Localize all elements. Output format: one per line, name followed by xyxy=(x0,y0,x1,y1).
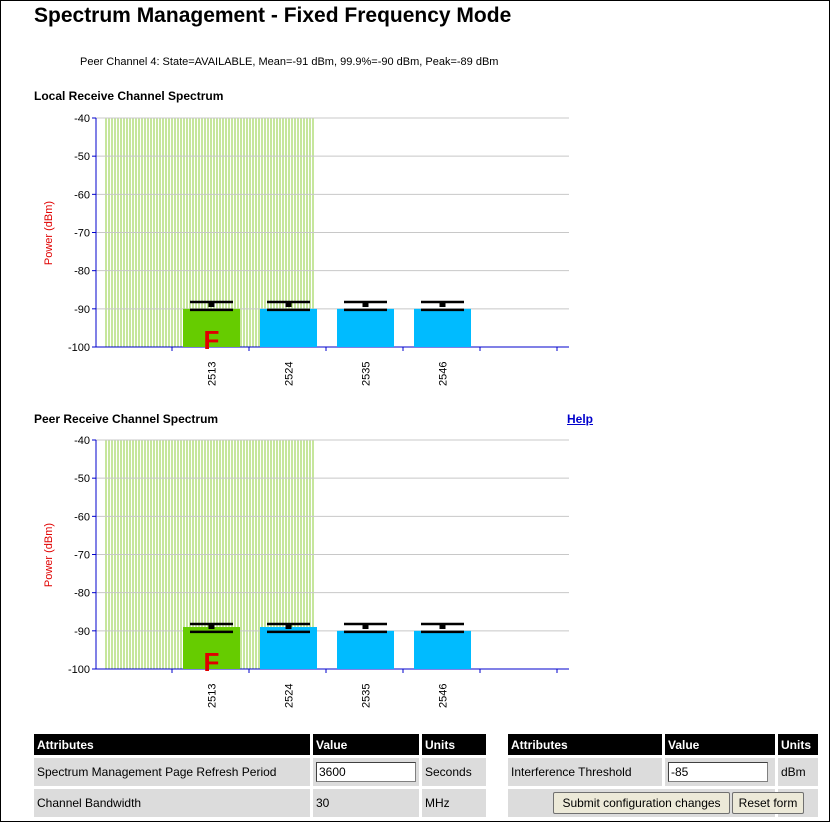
channel-bandwidth-units: MHz xyxy=(422,789,486,817)
value-header: Value xyxy=(665,734,775,755)
y-tick-label: -40 xyxy=(74,113,90,125)
table-row: Interference Threshold dBm xyxy=(508,758,818,786)
submit-configuration-button[interactable]: Submit configuration changes xyxy=(553,792,730,814)
bar-2546 xyxy=(414,630,471,669)
x-tick-label-2546: 2546 xyxy=(438,362,450,386)
refresh-period-units: Seconds xyxy=(422,758,486,786)
x-tick-label-2513: 2513 xyxy=(207,684,219,708)
y-tick-label: -80 xyxy=(74,266,90,278)
bar-2513 xyxy=(183,627,240,669)
channel-bandwidth-label: Channel Bandwidth xyxy=(34,789,310,817)
units-header: Units xyxy=(778,734,818,755)
peer-channel-status: Peer Channel 4: State=AVAILABLE, Mean=-9… xyxy=(80,56,499,68)
y-tick-label: -50 xyxy=(74,473,90,485)
page-title: Spectrum Management - Fixed Frequency Mo… xyxy=(34,4,512,27)
bar-2513 xyxy=(183,308,240,347)
mean-marker-2546 xyxy=(439,624,446,630)
y-tick-label: -90 xyxy=(74,304,90,316)
y-tick-label: -70 xyxy=(74,550,90,562)
table-row: Channel Bandwidth 30 MHz xyxy=(34,789,486,817)
local-chart-title: Local Receive Channel Spectrum xyxy=(34,89,224,103)
fixed-frequency-marker: F xyxy=(204,325,220,355)
y-tick-label: -100 xyxy=(68,342,90,354)
units-header: Units xyxy=(422,734,486,755)
peer-receive-spectrum-chart: -40 -50 -60 -70 -80 -90 -100 2513 2524 2535 2546 F P… xyxy=(43,435,569,708)
mean-marker-2513 xyxy=(208,624,215,630)
interference-threshold-units: dBm xyxy=(778,758,818,786)
y-tick-label: -70 xyxy=(74,228,90,240)
bar-2524 xyxy=(260,627,317,669)
bar-2546 xyxy=(414,308,471,347)
y-axis-label: Power (dBm) xyxy=(43,201,55,265)
y-tick-label: -40 xyxy=(74,435,90,447)
y-tick-label: -60 xyxy=(74,189,90,201)
x-tick-label-2524: 2524 xyxy=(284,684,296,708)
attributes-header: Attributes xyxy=(508,734,662,755)
interference-settings-table: Attributes Value Units Interference Thre… xyxy=(505,731,821,820)
spectrum-settings-table: Attributes Value Units Spectrum Manageme… xyxy=(31,731,489,820)
y-tick-label: -100 xyxy=(68,664,90,676)
local-receive-spectrum-chart: -40 -50 -60 -70 -80 -90 -100 2513 2524 2535 2546 F P… xyxy=(43,113,569,386)
x-tick-label-2535: 2535 xyxy=(361,684,373,708)
x-tick-label-2524: 2524 xyxy=(284,362,296,386)
interference-threshold-label: Interference Threshold xyxy=(508,758,662,786)
y-tick-label: -90 xyxy=(74,626,90,638)
mean-marker-2535 xyxy=(362,302,369,308)
y-tick-label: -60 xyxy=(74,511,90,523)
y-tick-label: -50 xyxy=(74,151,90,163)
table-row: Spectrum Management Page Refresh Period … xyxy=(34,758,486,786)
interference-threshold-input[interactable] xyxy=(668,762,768,782)
value-header: Value xyxy=(313,734,419,755)
mean-marker-2546 xyxy=(439,302,446,308)
y-axis-label: Power (dBm) xyxy=(43,523,55,587)
reset-form-button[interactable]: Reset form xyxy=(731,792,805,814)
fixed-frequency-marker: F xyxy=(204,647,220,677)
mean-marker-2524 xyxy=(285,302,292,308)
mean-marker-2513 xyxy=(208,302,215,308)
x-tick-label-2546: 2546 xyxy=(438,684,450,708)
x-tick-label-2535: 2535 xyxy=(361,362,373,386)
bar-2535 xyxy=(337,630,394,669)
mean-marker-2535 xyxy=(362,624,369,630)
table-row: Submit configuration changes Reset form xyxy=(508,789,818,817)
bar-2535 xyxy=(337,308,394,347)
refresh-period-label: Spectrum Management Page Refresh Period xyxy=(34,758,310,786)
x-tick-label-2513: 2513 xyxy=(207,362,219,386)
peer-chart-title: Peer Receive Channel Spectrum xyxy=(34,412,219,426)
channel-bandwidth-value: 30 xyxy=(313,789,419,817)
refresh-period-input[interactable] xyxy=(316,762,416,782)
bar-2524 xyxy=(260,308,317,347)
y-tick-label: -80 xyxy=(74,588,90,600)
mean-marker-2524 xyxy=(285,624,292,630)
help-link[interactable]: Help xyxy=(567,412,594,426)
attributes-header: Attributes xyxy=(34,734,310,755)
